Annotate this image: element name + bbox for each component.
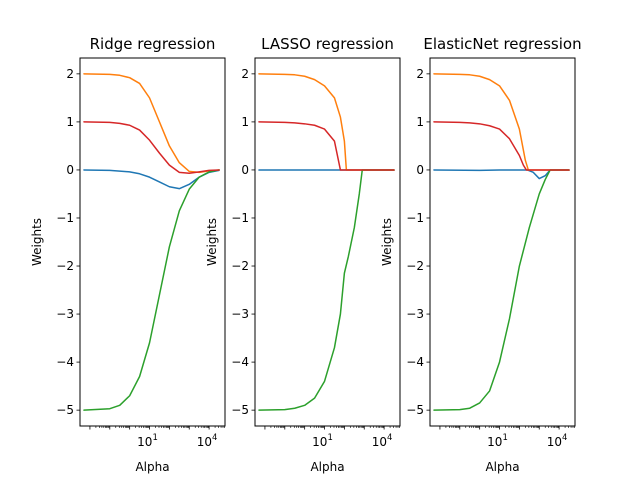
lasso-series-line-3 xyxy=(258,169,395,411)
lasso-series-line-4 xyxy=(258,121,395,171)
ridge-ylabel: Weights xyxy=(30,218,44,266)
lasso-axes-frame xyxy=(254,57,401,427)
lasso-xlabel: Alpha xyxy=(310,460,344,474)
elasticnet-xtick-label: 101 xyxy=(487,433,508,449)
ridge-xtick-label: 101 xyxy=(137,433,158,449)
ridge-xlabel: Alpha xyxy=(135,460,169,474)
lasso-ytick-label: −3 xyxy=(231,307,249,321)
ridge-title: Ridge regression xyxy=(90,35,216,53)
panel-elasticnet: −5 −4 −3 −2 −1 0 1 2 101 104 ElasticNet regressio… xyxy=(380,35,582,474)
lasso-ytick-label: −1 xyxy=(231,211,249,225)
elasticnet-title: ElasticNet regression xyxy=(423,35,581,53)
ridge-ytick-label: −4 xyxy=(56,355,74,369)
ridge-xtick-label: 104 xyxy=(197,433,218,449)
ridge-lines xyxy=(83,73,220,411)
ridge-ytick-label: −1 xyxy=(56,211,74,225)
elasticnet-ytick-label: 0 xyxy=(416,163,424,177)
elasticnet-ticks: −5 −4 −3 −2 −1 0 1 2 101 104 xyxy=(406,67,575,449)
elasticnet-ytick-label: −2 xyxy=(406,259,424,273)
elasticnet-xlabel: Alpha xyxy=(485,460,519,474)
ridge-ytick-label: −2 xyxy=(56,259,74,273)
lasso-xtick-label: 101 xyxy=(312,433,333,449)
lasso-ticks: −5 −4 −3 −2 −1 0 1 2 101 104 xyxy=(231,67,400,449)
lasso-xtick-label: 104 xyxy=(372,433,393,449)
lasso-ytick-label: 1 xyxy=(241,115,249,129)
lasso-ytick-label: 0 xyxy=(241,163,249,177)
lasso-ytick-label: −4 xyxy=(231,355,249,369)
ridge-ytick-label: 1 xyxy=(66,115,74,129)
ridge-ticks: −5 −4 −3 −2 −1 0 1 2 101 104 xyxy=(56,67,225,449)
elasticnet-series-line-4 xyxy=(433,121,570,171)
elasticnet-lines xyxy=(433,73,570,411)
lasso-ytick-label: −2 xyxy=(231,259,249,273)
ridge-series-line-3 xyxy=(83,169,220,411)
lasso-title: LASSO regression xyxy=(261,35,394,53)
lasso-ylabel: Weights xyxy=(205,218,219,266)
panel-lasso: −5 −4 −3 −2 −1 0 1 2 101 104 LASSO regression Alp… xyxy=(205,35,401,474)
lasso-series-line-2 xyxy=(258,73,395,171)
elasticnet-ytick-label: 2 xyxy=(416,67,424,81)
elasticnet-ytick-label: −3 xyxy=(406,307,424,321)
lasso-lines xyxy=(258,73,395,411)
elasticnet-series-line-2 xyxy=(433,73,570,171)
ridge-ytick-label: 2 xyxy=(66,67,74,81)
elasticnet-series-line-3 xyxy=(433,169,570,411)
ridge-series-line-4 xyxy=(83,121,220,175)
lasso-ytick-label: 2 xyxy=(241,67,249,81)
ridge-ytick-label: −5 xyxy=(56,403,74,417)
elasticnet-ytick-label: −1 xyxy=(406,211,424,225)
lasso-ytick-label: −5 xyxy=(231,403,249,417)
elasticnet-series-line-1 xyxy=(433,169,570,180)
elasticnet-ylabel: Weights xyxy=(380,218,394,266)
elasticnet-ytick-label: −5 xyxy=(406,403,424,417)
elasticnet-ytick-label: 1 xyxy=(416,115,424,129)
ridge-axes-frame xyxy=(79,57,226,427)
elasticnet-axes-frame xyxy=(429,57,576,427)
elasticnet-ytick-label: −4 xyxy=(406,355,424,369)
ridge-ytick-label: 0 xyxy=(66,163,74,177)
elasticnet-xtick-label: 104 xyxy=(547,433,568,449)
ridge-ytick-label: −3 xyxy=(56,307,74,321)
panel-ridge: −5 −4 −3 −2 −1 0 1 2 101 104 Ridge regression Alp… xyxy=(30,35,226,474)
